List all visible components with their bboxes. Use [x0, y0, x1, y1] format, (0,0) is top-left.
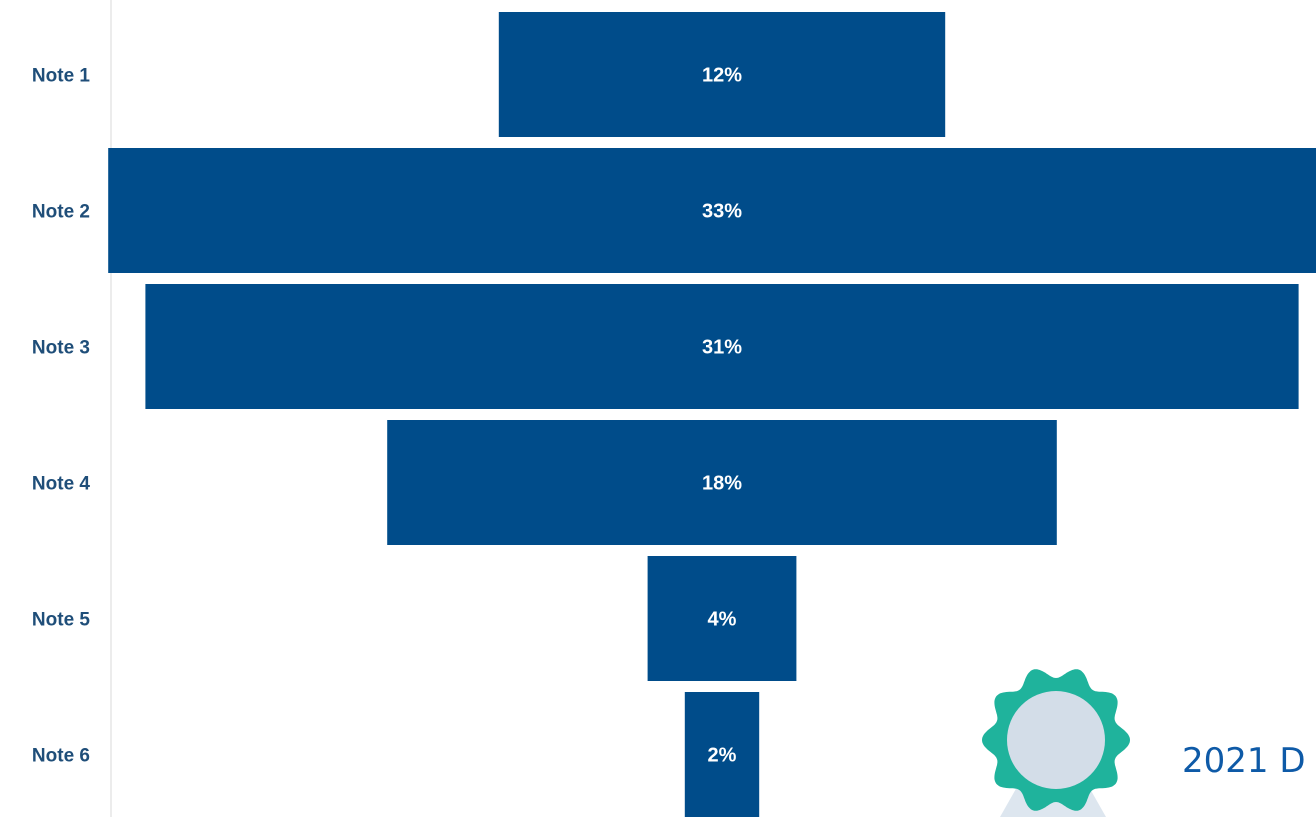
- bar-value-label: 33%: [702, 201, 742, 223]
- badge-text: 2021 D: [1182, 741, 1306, 781]
- bar-6: [684, 692, 760, 817]
- bar-value-label: 31%: [702, 337, 742, 359]
- bar-5: [647, 556, 797, 681]
- bar-1: [498, 12, 946, 137]
- category-label: Note 6: [32, 746, 90, 767]
- category-label: Note 3: [32, 338, 90, 359]
- bar-3: [145, 284, 1299, 409]
- bar-value-label: 2%: [708, 745, 737, 767]
- bar-value-label: 18%: [702, 473, 742, 495]
- award-badge: 2021 D: [982, 669, 1306, 817]
- badge-center: [1007, 691, 1105, 789]
- category-label: Note 5: [32, 610, 91, 631]
- category-label: Note 2: [32, 202, 90, 223]
- bar-value-label: 12%: [702, 65, 742, 87]
- bar-4: [387, 420, 1057, 545]
- bar-2: [108, 148, 1316, 273]
- bar-value-label: 4%: [708, 609, 737, 631]
- bars-group: 12% 33% 31% 18% 4% 2%: [108, 12, 1316, 817]
- category-label: Note 4: [32, 474, 91, 495]
- category-labels-group: Note 1 Note 2 Note 3 Note 4 Note 5 Note 6: [32, 66, 91, 767]
- category-label: Note 1: [32, 66, 91, 87]
